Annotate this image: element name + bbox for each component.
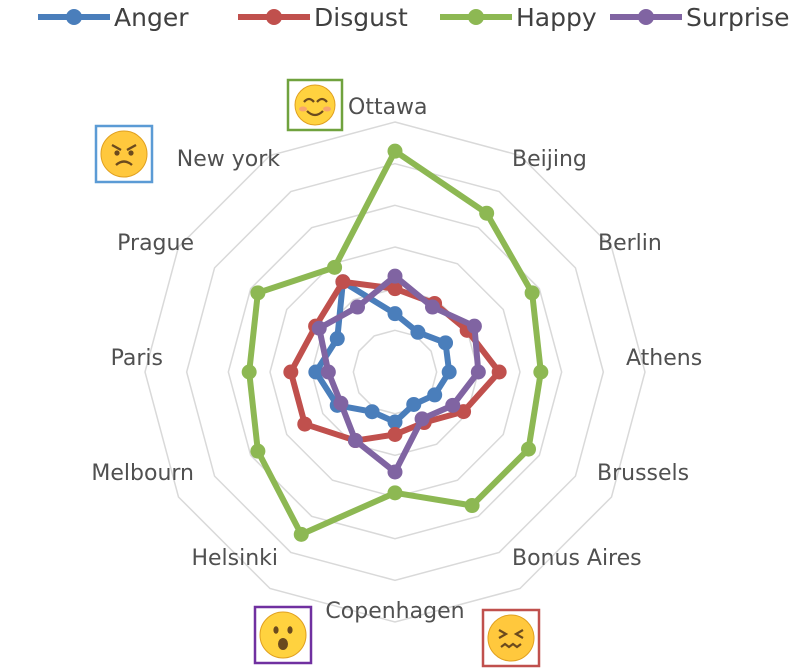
category-label: Beijing — [512, 147, 587, 172]
data-point — [335, 274, 351, 290]
happy-face-icon — [286, 78, 344, 132]
data-point — [364, 404, 380, 420]
data-point — [387, 485, 403, 501]
data-point — [387, 464, 403, 480]
category-label: Athens — [626, 346, 702, 371]
data-point — [333, 395, 349, 411]
data-point — [521, 441, 537, 457]
data-point — [438, 335, 454, 351]
series-happy — [241, 143, 549, 542]
category-label: Paris — [111, 346, 163, 371]
grid-ring — [185, 162, 605, 582]
data-point — [441, 364, 457, 380]
data-point — [427, 387, 443, 403]
data-point — [350, 299, 365, 315]
legend-marker — [266, 9, 282, 25]
angry-face-icon — [94, 124, 154, 184]
series-anger — [308, 274, 457, 430]
surprised-face-icon — [253, 605, 313, 665]
data-point — [491, 364, 507, 380]
legend-marker — [468, 9, 484, 25]
eye — [513, 629, 524, 639]
category-label: Melbourn — [91, 461, 194, 486]
cheek — [299, 106, 307, 112]
category-label: Prague — [117, 231, 194, 256]
eye — [498, 629, 509, 639]
data-point — [387, 306, 403, 322]
face — [100, 130, 148, 178]
eye — [303, 97, 315, 103]
data-point — [308, 364, 324, 380]
eye — [287, 626, 293, 634]
category-label: Ottawa — [348, 95, 428, 120]
data-point — [250, 443, 266, 459]
legend-marker — [66, 9, 82, 25]
legend-marker — [638, 9, 654, 25]
legend-label: Disgust — [314, 3, 408, 32]
data-point — [425, 299, 440, 315]
category-label: Brussels — [597, 461, 689, 486]
data-point — [445, 397, 461, 413]
data-point — [456, 404, 472, 420]
data-point — [387, 281, 403, 297]
category-labels: Ottawa Beijing Berlin Athens Brussels Bonus A… — [91, 95, 702, 624]
confounded-face-icon — [481, 608, 541, 668]
data-point — [387, 143, 403, 159]
data-point — [283, 364, 299, 380]
data-point — [464, 498, 480, 514]
data-point — [466, 318, 482, 334]
data-point — [479, 205, 495, 221]
eye — [128, 150, 134, 156]
data-point — [320, 364, 336, 380]
data-point — [406, 396, 422, 412]
data-point — [347, 433, 363, 449]
data-point — [327, 259, 343, 275]
data-point — [329, 331, 345, 347]
data-point — [387, 268, 403, 284]
data-point — [414, 411, 430, 427]
series-surprise — [311, 268, 486, 480]
legend-label: Surprise — [686, 3, 790, 32]
grid-ring — [227, 204, 563, 540]
category-label: Bonus Aires — [512, 546, 642, 571]
category-label: Helsinki — [191, 546, 278, 571]
legend: Anger Disgust Happy Surprise — [38, 3, 790, 32]
data-point — [311, 320, 327, 336]
data-point — [293, 526, 309, 542]
data-point — [297, 416, 313, 432]
data-point — [410, 324, 426, 340]
mouth — [500, 642, 522, 649]
data-point — [524, 285, 540, 301]
eye — [114, 150, 120, 156]
data-point — [470, 364, 486, 380]
data-point — [250, 285, 266, 301]
face — [259, 611, 307, 659]
face — [294, 84, 336, 126]
grid-ring — [144, 121, 646, 623]
legend-label: Happy — [516, 3, 597, 32]
data-point — [533, 364, 549, 380]
eye — [316, 97, 328, 103]
legend-label: Anger — [114, 3, 189, 32]
category-label: Berlin — [598, 231, 662, 256]
face — [487, 614, 535, 662]
brow — [111, 143, 122, 152]
category-label: New york — [177, 147, 281, 172]
grid-ring — [352, 329, 438, 415]
data-point — [241, 364, 257, 380]
cheek — [323, 106, 331, 112]
data-point — [387, 427, 403, 442]
eye — [273, 626, 279, 634]
data-point — [387, 414, 403, 430]
mouth — [115, 160, 133, 166]
category-label: Copenhagen — [325, 599, 464, 624]
brow — [126, 143, 137, 152]
mouth — [306, 110, 324, 117]
mouth — [278, 638, 288, 650]
